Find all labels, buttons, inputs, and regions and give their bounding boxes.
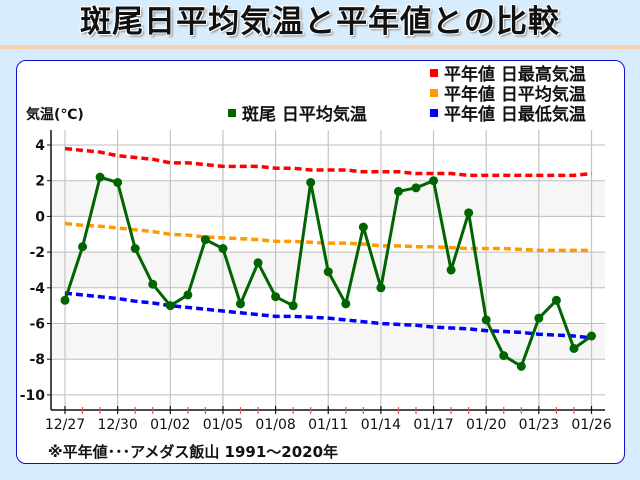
data-point (253, 258, 263, 268)
legend-swatch-red (430, 69, 438, 77)
data-point (95, 172, 105, 182)
data-point (306, 177, 316, 187)
legend-swatch-blue (430, 109, 438, 117)
x-tick-label: 12/30 (97, 417, 137, 433)
data-point (429, 176, 439, 186)
title-divider (0, 45, 640, 49)
data-point (165, 301, 175, 311)
x-tick-label: 01/23 (519, 417, 559, 433)
legend-item-normal-mean: 平年値 日平均気温 (430, 85, 586, 105)
x-tick-label: 01/17 (413, 417, 453, 433)
data-point (446, 265, 456, 275)
x-tick-label: 01/20 (466, 417, 506, 433)
data-point (341, 299, 351, 309)
page-title: 斑尾日平均気温と平年値との比較 (80, 4, 560, 40)
data-point (551, 295, 561, 305)
x-tick-label: 01/08 (255, 417, 295, 433)
x-tick-label: 01/05 (203, 417, 243, 433)
data-point (393, 186, 403, 196)
y-tick-label: 4 (35, 138, 45, 154)
data-point (288, 301, 298, 311)
series-line-dashed (64, 146, 592, 178)
data-point (499, 351, 509, 361)
x-tick-label: 12/27 (45, 417, 85, 433)
x-tick-label: 01/14 (361, 417, 401, 433)
data-point (411, 183, 421, 193)
data-point (148, 279, 158, 289)
data-point (200, 235, 210, 245)
y-tick-label: 0 (35, 209, 45, 225)
x-tick-label: 01/26 (571, 417, 611, 433)
legend-swatch-green (228, 109, 236, 117)
data-point (358, 222, 368, 232)
data-point (113, 177, 123, 187)
data-point (481, 315, 491, 325)
x-tick-label: 01/11 (308, 417, 348, 433)
data-point (236, 299, 245, 309)
data-point (60, 295, 70, 305)
y-tick-label: -10 (20, 388, 46, 404)
data-point (78, 242, 88, 252)
legend-item-observed: 斑尾 日平均気温 (228, 105, 367, 125)
y-tick-label: -2 (29, 245, 45, 261)
legend-swatch-orange (430, 89, 438, 97)
data-point (516, 361, 526, 371)
legend-item-normal-max: 平年値 日最高気温 (430, 65, 586, 85)
legend-item-normal-min: 平年値 日最低気温 (430, 105, 586, 125)
y-axis-label: 気温(℃) (26, 107, 84, 123)
series-line-dashed (64, 291, 592, 340)
data-point (323, 267, 333, 277)
data-point (271, 292, 281, 302)
x-tick-label: 01/02 (150, 417, 190, 433)
data-point (218, 244, 228, 254)
data-point (183, 290, 193, 300)
y-tick-label: -6 (29, 317, 45, 333)
y-tick-label: 2 (35, 174, 45, 190)
data-point (587, 331, 596, 341)
footnote: ※平年値･･･アメダス飯山 1991〜2020年 (48, 443, 339, 461)
series-line-dashed (64, 221, 592, 253)
y-tick-label: -4 (29, 281, 45, 297)
data-point (464, 208, 474, 218)
y-tick-label: -8 (29, 352, 45, 368)
data-point (569, 343, 579, 353)
data-point (376, 283, 386, 293)
data-point (130, 244, 140, 254)
data-point (534, 313, 544, 323)
